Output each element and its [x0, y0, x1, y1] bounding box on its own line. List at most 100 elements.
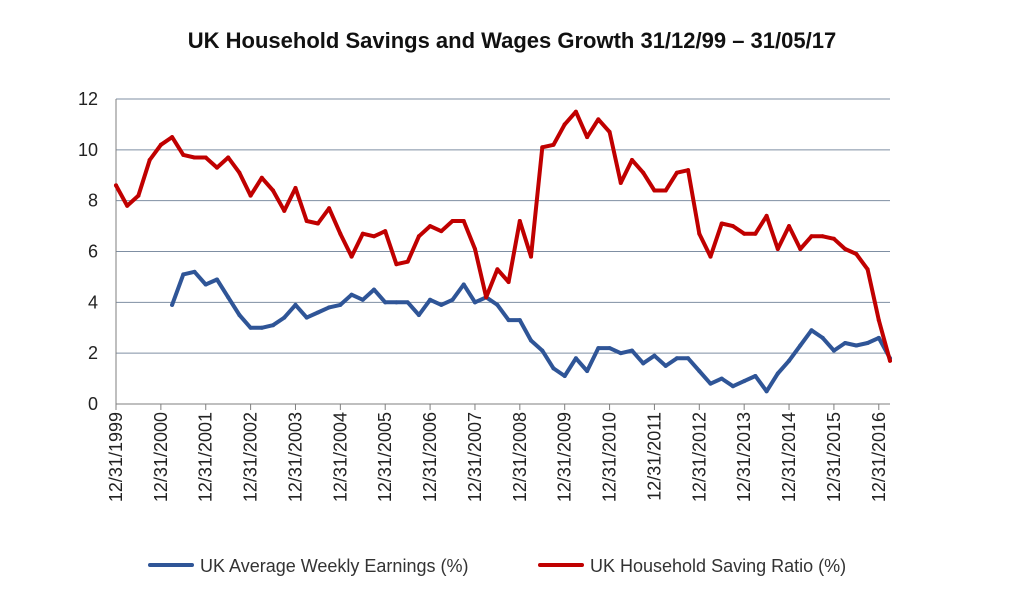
data-point	[517, 219, 522, 223]
x-tick-label: 12/31/2016	[869, 412, 889, 502]
data-point	[181, 152, 186, 157]
data-point	[506, 318, 511, 323]
data-point	[226, 295, 231, 300]
data-point	[136, 193, 141, 198]
data-point	[607, 130, 612, 135]
data-point	[338, 302, 343, 307]
legend-item: UK Household Saving Ratio (%)	[538, 556, 846, 576]
data-point	[730, 224, 735, 229]
data-point	[394, 300, 399, 305]
data-point	[214, 165, 219, 170]
series-1	[114, 109, 892, 363]
data-point	[787, 358, 792, 363]
data-point	[854, 343, 859, 348]
x-tick-label: 12/31/1999	[106, 412, 126, 502]
data-point	[551, 142, 556, 147]
data-point	[170, 135, 175, 140]
data-point	[809, 234, 814, 239]
data-point	[607, 346, 612, 351]
y-tick-label: 8	[88, 191, 98, 211]
data-point	[764, 389, 769, 394]
data-point	[271, 323, 276, 328]
data-point	[450, 297, 455, 302]
data-point	[775, 371, 780, 376]
y-tick-label: 2	[88, 343, 98, 363]
data-point	[304, 315, 309, 320]
x-tick-label: 12/31/2011	[644, 412, 664, 501]
legend-label: UK Household Saving Ratio (%)	[590, 556, 846, 576]
data-point	[674, 356, 679, 361]
data-point	[529, 338, 534, 343]
legend: UK Average Weekly Earnings (%) UK Househo…	[148, 556, 846, 576]
data-point	[719, 221, 724, 226]
data-point	[315, 221, 320, 226]
data-point	[596, 346, 601, 351]
data-point	[854, 252, 859, 257]
data-point	[394, 262, 399, 267]
data-point	[529, 254, 534, 259]
x-tick-label: 12/31/2000	[151, 412, 171, 502]
data-point	[349, 254, 354, 259]
data-point	[327, 206, 332, 211]
y-tick-label: 0	[88, 394, 98, 414]
data-point	[686, 168, 691, 173]
data-point	[585, 368, 590, 373]
data-point	[304, 219, 309, 223]
data-point	[843, 246, 848, 251]
data-point	[416, 313, 421, 318]
data-point	[293, 302, 298, 307]
data-point	[416, 234, 421, 239]
data-point	[360, 297, 365, 302]
data-point	[495, 302, 500, 307]
data-point	[686, 356, 691, 361]
x-tick-label: 12/31/2008	[510, 412, 530, 502]
data-point	[764, 213, 769, 218]
data-point	[730, 384, 735, 389]
data-point	[248, 193, 253, 198]
data-point	[820, 335, 825, 340]
data-point	[517, 318, 522, 323]
data-point	[753, 231, 758, 236]
x-tick-label: 12/31/2006	[420, 412, 440, 502]
data-point	[158, 142, 163, 147]
data-point	[630, 158, 634, 162]
data-point	[753, 374, 758, 379]
data-point	[147, 158, 152, 162]
data-point	[484, 295, 489, 300]
data-point	[865, 341, 870, 345]
data-point	[652, 353, 657, 358]
data-point	[428, 297, 433, 302]
data-point	[461, 282, 466, 287]
data-point	[237, 313, 242, 318]
axes	[115, 99, 890, 410]
data-point	[192, 269, 197, 274]
series-line	[170, 269, 892, 394]
data-point	[259, 325, 264, 330]
data-point	[831, 236, 836, 241]
data-point	[719, 376, 724, 381]
data-point	[630, 348, 634, 353]
data-point	[203, 282, 208, 287]
x-tick-label: 12/31/2009	[555, 412, 575, 502]
data-point	[271, 188, 276, 193]
data-point	[439, 302, 444, 307]
data-point	[439, 229, 444, 234]
data-point	[237, 170, 242, 175]
data-point	[360, 231, 365, 236]
data-point	[192, 155, 197, 160]
data-point	[383, 300, 388, 305]
series-lines	[114, 109, 892, 394]
series-0	[170, 269, 892, 394]
y-tick-label: 12	[78, 89, 98, 109]
data-point	[775, 246, 780, 251]
data-point	[372, 234, 376, 239]
data-point	[888, 358, 892, 363]
data-point	[472, 300, 477, 305]
gridlines	[116, 98, 890, 354]
data-point	[170, 302, 175, 307]
data-point	[226, 155, 231, 160]
data-point	[405, 259, 410, 264]
data-point	[383, 229, 388, 234]
data-point	[820, 234, 825, 239]
